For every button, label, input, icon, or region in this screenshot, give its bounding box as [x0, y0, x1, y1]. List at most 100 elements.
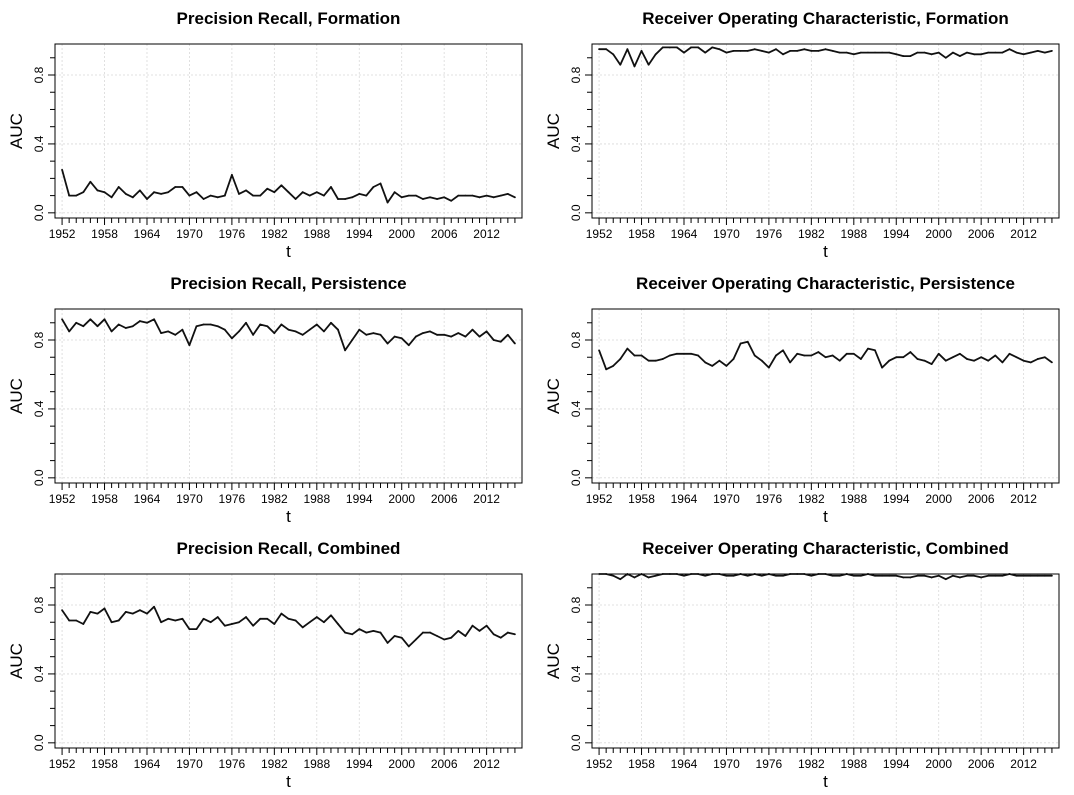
data-point [315, 323, 318, 326]
data-point [930, 363, 933, 366]
chart-svg-4: 1952 1958 1964 1970 1976 1982 1988 1994 2000 2006… [544, 274, 1060, 526]
data-point [753, 354, 756, 357]
data-point [859, 574, 862, 577]
data-point [895, 574, 898, 577]
chart-title: Receiver Operating Characteristic, Forma… [642, 9, 1009, 28]
data-point [1001, 51, 1004, 54]
data-point [959, 352, 961, 355]
y-tick-label: 0.0 [32, 204, 46, 221]
data-point [75, 321, 78, 324]
x-tick-label: 2006 [431, 757, 458, 771]
x-tick-label: 1982 [261, 227, 288, 241]
x-tick-label: 1976 [756, 492, 783, 506]
data-point [640, 573, 643, 575]
data-point [612, 364, 615, 367]
data-point [485, 330, 488, 333]
data-point [817, 49, 820, 52]
data-point [888, 574, 891, 577]
data-point [259, 194, 262, 197]
x-tick-label: 1988 [303, 227, 330, 241]
data-point [478, 335, 481, 338]
data-point [619, 63, 622, 66]
y-tick-label: 0.4 [569, 665, 583, 682]
data-point [110, 196, 113, 199]
data-point [704, 51, 707, 54]
data-point [117, 323, 120, 326]
data-point [831, 574, 834, 577]
data-point [358, 192, 361, 195]
data-point [810, 354, 813, 357]
data-point [838, 359, 841, 362]
x-tick-label: 2006 [968, 757, 995, 771]
data-point [153, 318, 155, 321]
x-tick-label: 2012 [1010, 227, 1037, 241]
data-point [407, 645, 410, 648]
data-point [612, 53, 615, 56]
data-point [1008, 573, 1011, 575]
data-point [160, 332, 163, 335]
data-point [131, 196, 134, 199]
data-point [951, 574, 954, 577]
x-tick-label: 1952 [586, 227, 613, 241]
data-point [259, 617, 262, 620]
data-point [916, 574, 919, 577]
data-point [485, 624, 488, 627]
data-point [690, 573, 692, 575]
chart-svg-3: 1952 1958 1964 1970 1976 1982 1988 1994 2000 2006… [7, 274, 523, 526]
x-tick-label: 1994 [883, 227, 910, 241]
x-tick-label: 1958 [91, 757, 118, 771]
x-tick-label: 1994 [346, 757, 373, 771]
data-point [89, 318, 92, 321]
data-point [633, 65, 636, 68]
y-tick-label: 0.4 [32, 400, 46, 417]
data-point [725, 574, 728, 577]
data-point [676, 352, 678, 355]
y-tick-label: 0.8 [569, 66, 583, 83]
data-point [514, 196, 516, 199]
data-point [485, 194, 488, 197]
data-point [471, 328, 474, 331]
data-point [167, 330, 170, 333]
x-tick-label: 1994 [883, 757, 910, 771]
data-point [153, 191, 155, 194]
data-point [845, 573, 848, 575]
data-point [414, 335, 417, 338]
data-point [457, 194, 460, 197]
data-point [351, 196, 354, 199]
x-tick-label: 1970 [176, 757, 203, 771]
x-tick-label: 1970 [176, 492, 203, 506]
data-point [1029, 361, 1032, 364]
data-point [230, 623, 233, 625]
data-point [1015, 574, 1018, 577]
y-tick-label: 0.4 [32, 135, 46, 152]
data-point [902, 356, 905, 359]
data-point [301, 333, 304, 336]
data-point [966, 358, 968, 360]
data-point [266, 617, 269, 620]
data-point [1001, 574, 1004, 577]
data-point [422, 332, 424, 335]
plot-frame [54, 573, 523, 749]
data-point [464, 194, 467, 197]
data-point [668, 46, 671, 49]
data-point [852, 574, 855, 577]
data-point [209, 194, 212, 197]
data-point [852, 53, 855, 56]
data-point [867, 573, 869, 575]
data-point [619, 358, 622, 360]
data-point [223, 194, 226, 197]
x-tick-label: 1958 [91, 227, 118, 241]
data-point [789, 361, 792, 364]
data-point [68, 330, 71, 333]
data-point [909, 55, 912, 57]
y-tick-label: 0.4 [569, 135, 583, 152]
data-point [96, 189, 99, 192]
data-point [845, 51, 848, 54]
data-point [859, 358, 862, 360]
data-point [131, 612, 134, 615]
data-point [881, 366, 884, 369]
x-tick-label: 2012 [473, 492, 500, 506]
data-point [966, 51, 968, 54]
data-point [457, 332, 460, 335]
data-point [287, 617, 290, 620]
